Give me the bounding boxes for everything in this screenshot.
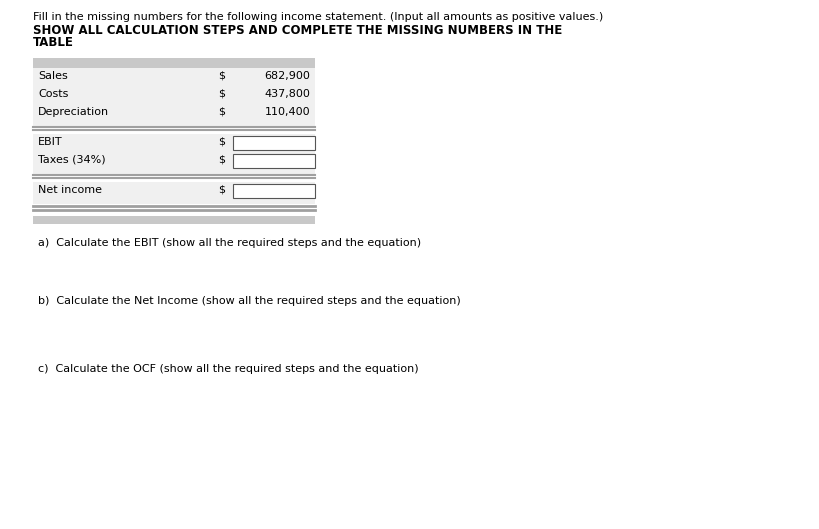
Bar xyxy=(33,134,315,174)
Text: Net income: Net income xyxy=(38,185,102,195)
Text: Taxes (34%): Taxes (34%) xyxy=(38,155,106,165)
Text: b)  Calculate the Net Income (show all the required steps and the equation): b) Calculate the Net Income (show all th… xyxy=(38,296,461,306)
Text: TABLE: TABLE xyxy=(33,36,74,49)
Text: Depreciation: Depreciation xyxy=(38,107,109,117)
Bar xyxy=(233,154,315,168)
Text: $: $ xyxy=(218,107,225,117)
Text: 437,800: 437,800 xyxy=(264,89,310,99)
Text: $: $ xyxy=(218,89,225,99)
Text: a)  Calculate the EBIT (show all the required steps and the equation): a) Calculate the EBIT (show all the requ… xyxy=(38,238,421,248)
Text: 682,900: 682,900 xyxy=(264,71,310,81)
Bar xyxy=(33,58,315,68)
Text: $: $ xyxy=(218,137,225,147)
Text: $: $ xyxy=(218,71,225,81)
Text: $: $ xyxy=(218,185,225,195)
Text: Sales: Sales xyxy=(38,71,68,81)
Bar xyxy=(33,68,315,126)
Text: $: $ xyxy=(218,155,225,165)
Text: SHOW ALL CALCULATION STEPS AND COMPLETE THE MISSING NUMBERS IN THE: SHOW ALL CALCULATION STEPS AND COMPLETE … xyxy=(33,24,563,37)
Text: 110,400: 110,400 xyxy=(265,107,310,117)
Bar xyxy=(33,182,315,204)
Bar xyxy=(233,136,315,150)
Bar xyxy=(233,184,315,198)
Text: Fill in the missing numbers for the following income statement. (Input all amoun: Fill in the missing numbers for the foll… xyxy=(33,12,604,22)
Text: EBIT: EBIT xyxy=(38,137,62,147)
Text: c)  Calculate the OCF (show all the required steps and the equation): c) Calculate the OCF (show all the requi… xyxy=(38,364,419,374)
Bar xyxy=(33,216,315,224)
Text: Costs: Costs xyxy=(38,89,68,99)
